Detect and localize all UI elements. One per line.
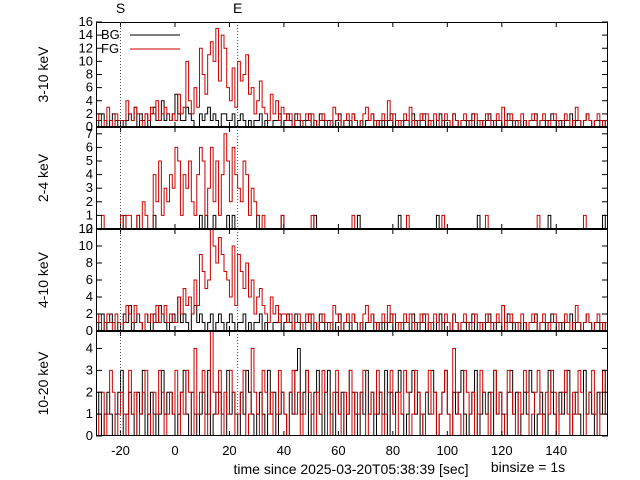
y-tick-label: 12 — [79, 221, 93, 236]
y-tick-label: 5 — [86, 153, 93, 168]
y-tick-label: 10 — [79, 53, 93, 68]
y-tick-label: 2 — [86, 384, 93, 399]
marker-label-e: E — [233, 0, 242, 16]
series-line-fg — [96, 331, 608, 436]
binsize-annotation: binsize = 1s — [491, 459, 565, 475]
panel-3: 0 2 4 6 8 10 12 4-10 keV — [35, 221, 608, 338]
x-tick-label: 100 — [436, 443, 458, 458]
y-tick-label: 4 — [86, 289, 93, 304]
y-tick-label: 0 — [86, 323, 93, 338]
y-tick-label: 7 — [86, 126, 93, 141]
x-axis-title: time since 2025-03-20T05:38:39 [sec] — [233, 461, 468, 477]
x-tick-label: 60 — [331, 443, 345, 458]
y-tick-label: 0 — [86, 428, 93, 443]
y-axis-title: 3-10 keV — [35, 46, 51, 103]
y-tick-label: 12 — [79, 40, 93, 55]
x-tick-label: -20 — [111, 443, 130, 458]
y-tick-label: 4 — [86, 167, 93, 182]
y-tick-label: 10 — [79, 238, 93, 253]
series-line-fg — [96, 133, 608, 229]
panel-frame — [96, 331, 608, 436]
y-tick-label: 2 — [86, 194, 93, 209]
x-tick-label: 40 — [277, 443, 291, 458]
legend-label-bg: BG — [101, 27, 120, 42]
x-tick-label: 120 — [491, 443, 513, 458]
y-tick-label: 0 — [86, 119, 93, 134]
x-tick-label: 140 — [545, 443, 567, 458]
y-tick-label: 1 — [86, 207, 93, 222]
y-tick-label: 8 — [86, 67, 93, 82]
y-axis-title: 2-4 keV — [35, 153, 51, 202]
x-tick-label: 80 — [386, 443, 400, 458]
y-tick-label: 16 — [79, 14, 93, 29]
panel-4-series — [96, 331, 608, 436]
x-tick-label: 0 — [171, 443, 178, 458]
series-line-fg — [96, 28, 608, 127]
y-tick-label: 1 — [86, 406, 93, 421]
y-tick-label: 0 — [86, 221, 93, 236]
y-tick-label: 6 — [86, 80, 93, 95]
marker-label-s: S — [116, 0, 125, 16]
panel-1-series — [96, 28, 608, 127]
y-tick-label: 6 — [86, 139, 93, 154]
panel-frame — [96, 22, 608, 127]
panel-4: 0 1 2 3 4 10-20 keV — [35, 331, 608, 443]
y-axis-title: 4-10 keV — [35, 251, 51, 308]
y-tick-label: 6 — [86, 272, 93, 287]
y-tick-label: 3 — [86, 362, 93, 377]
y-axis-title: 10-20 keV — [35, 351, 51, 415]
y-tick-label: 2 — [86, 306, 93, 321]
x-tick-label: 20 — [222, 443, 236, 458]
legend-label-fg: FG — [101, 41, 119, 56]
y-tick-label: 8 — [86, 255, 93, 270]
y-tick-label: 2 — [86, 106, 93, 121]
panel-3-series — [96, 229, 608, 331]
panel-2-series — [96, 133, 608, 229]
series-line-fg — [96, 229, 608, 331]
series-line-bg — [96, 348, 608, 436]
y-tick-label: 3 — [86, 180, 93, 195]
series-line-bg — [96, 93, 608, 127]
y-tick-label: 4 — [86, 93, 93, 108]
panel-frame — [96, 127, 608, 229]
y-tick-label: 4 — [86, 341, 93, 356]
series-line-bg — [96, 214, 608, 229]
y-tick-label: 14 — [79, 27, 93, 42]
